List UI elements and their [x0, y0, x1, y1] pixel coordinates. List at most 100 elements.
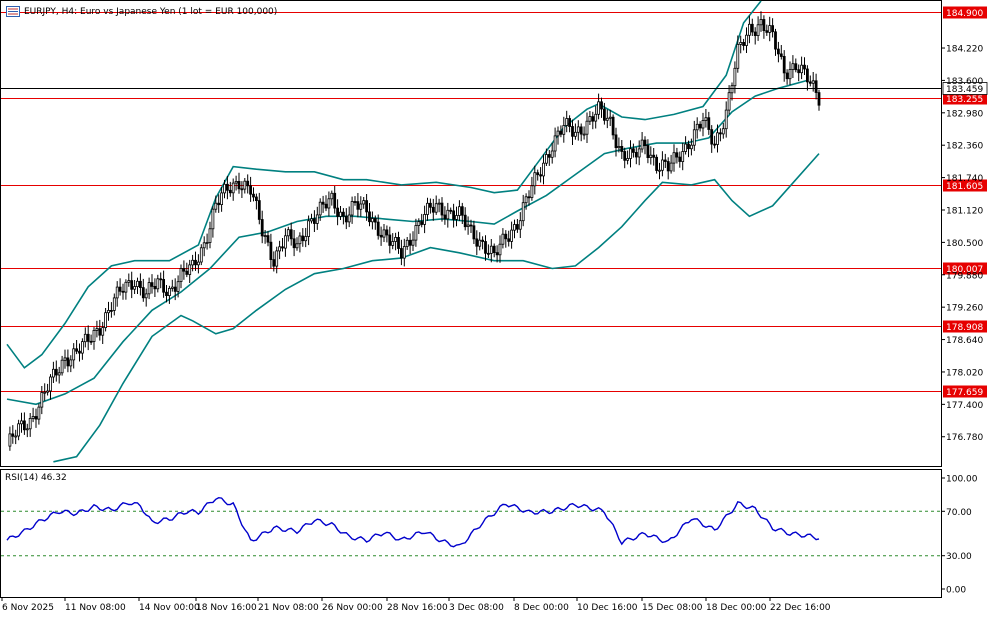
- candle-body: [759, 19, 763, 26]
- candle-body: [228, 189, 232, 194]
- candle-body: [136, 280, 139, 287]
- candle-body: [710, 129, 714, 145]
- candle-body: [562, 125, 566, 135]
- candle-body: [597, 101, 600, 115]
- candle-body: [623, 151, 627, 161]
- candle-body: [629, 148, 632, 159]
- candle-body: [614, 134, 618, 148]
- candle-body: [649, 154, 653, 158]
- candle-body: [182, 268, 186, 272]
- candle-body: [46, 390, 49, 393]
- current-price-line: 183.459: [1, 82, 988, 95]
- candle-body: [434, 203, 438, 213]
- candle-body: [762, 19, 766, 32]
- time-tick-label: 8 Dec 00:00: [514, 603, 569, 613]
- candle-body: [765, 30, 769, 33]
- candle-body: [52, 368, 55, 378]
- candle-body: [507, 238, 511, 242]
- candle-body: [626, 158, 629, 161]
- candle-body: [81, 341, 84, 354]
- candle-body: [571, 126, 574, 137]
- symbol-list-icon[interactable]: [6, 6, 20, 17]
- candle-body: [159, 278, 163, 281]
- level-lines: 184.900 183.255 181.605 180.007 178.908 177.6…: [1, 6, 987, 398]
- candle-body: [147, 282, 151, 295]
- candle-body: [391, 241, 395, 246]
- candle-body: [455, 215, 458, 220]
- candle-body: [603, 108, 606, 121]
- candle-body: [443, 214, 447, 220]
- candle-body: [594, 113, 598, 122]
- candle-body: [394, 236, 398, 242]
- candle-body: [779, 53, 783, 57]
- candle-body: [289, 229, 293, 240]
- time-tick-label: 6 Nov 2025: [2, 603, 54, 613]
- time-tick-label: 15 Dec 08:00: [642, 603, 703, 613]
- candle-body: [457, 206, 461, 216]
- candle-body: [191, 259, 195, 266]
- candle-body: [481, 239, 485, 242]
- candle-body: [591, 116, 595, 122]
- candle-body: [49, 376, 52, 392]
- candle-body: [173, 286, 177, 292]
- candle-body: [275, 250, 279, 267]
- candle-body: [469, 224, 473, 227]
- candle-body: [582, 133, 586, 136]
- candle-body: [510, 229, 514, 242]
- candle-body: [240, 188, 244, 191]
- candle-body: [695, 123, 699, 131]
- candle-body: [286, 229, 290, 237]
- price-tick-label: 179.880: [946, 271, 983, 281]
- candle-body: [272, 259, 276, 267]
- candle-body: [344, 215, 348, 223]
- candle-body: [57, 372, 61, 376]
- candle-body: [643, 139, 647, 147]
- candle-body: [556, 130, 560, 137]
- candle-body: [472, 225, 476, 240]
- candle-body: [411, 239, 415, 246]
- candle-body: [188, 264, 192, 275]
- candle-body: [811, 80, 815, 84]
- level-label: 177.659: [946, 388, 983, 398]
- candle-body: [110, 309, 113, 312]
- candle-body: [202, 242, 206, 249]
- candle-body: [283, 235, 287, 249]
- candle-body: [368, 211, 371, 223]
- candle-body: [89, 340, 93, 343]
- candle-body: [611, 116, 615, 136]
- candle-body: [527, 196, 531, 199]
- candle-body: [246, 180, 250, 187]
- candle-body: [521, 202, 525, 222]
- candle-body: [138, 280, 142, 288]
- candle-body: [86, 333, 90, 342]
- candle-body: [745, 34, 748, 46]
- candle-body: [281, 246, 284, 249]
- candle-body: [83, 333, 87, 343]
- candle-body: [405, 239, 409, 247]
- candle-body: [585, 120, 589, 135]
- candlesticks: [8, 11, 821, 451]
- candle-body: [101, 327, 105, 336]
- level-label: 178.908: [946, 323, 983, 333]
- candle-body: [516, 224, 519, 230]
- level-tag: [943, 179, 987, 192]
- candle-body: [362, 200, 366, 205]
- candle-body: [373, 218, 377, 223]
- candle-body: [327, 198, 331, 209]
- candle-body: [704, 117, 708, 121]
- candle-body: [669, 162, 673, 172]
- candle-body: [260, 219, 264, 237]
- candle-body: [321, 201, 325, 205]
- candle-body: [165, 291, 168, 297]
- level-tag: [943, 262, 987, 275]
- time-tick-label: 10 Dec 16:00: [577, 603, 638, 613]
- candle-body: [402, 246, 406, 259]
- candle-body: [104, 312, 107, 329]
- candle-body: [231, 182, 235, 194]
- candle-body: [269, 241, 273, 260]
- candle-body: [208, 228, 212, 243]
- candle-body: [382, 229, 386, 238]
- candle-body: [179, 268, 183, 283]
